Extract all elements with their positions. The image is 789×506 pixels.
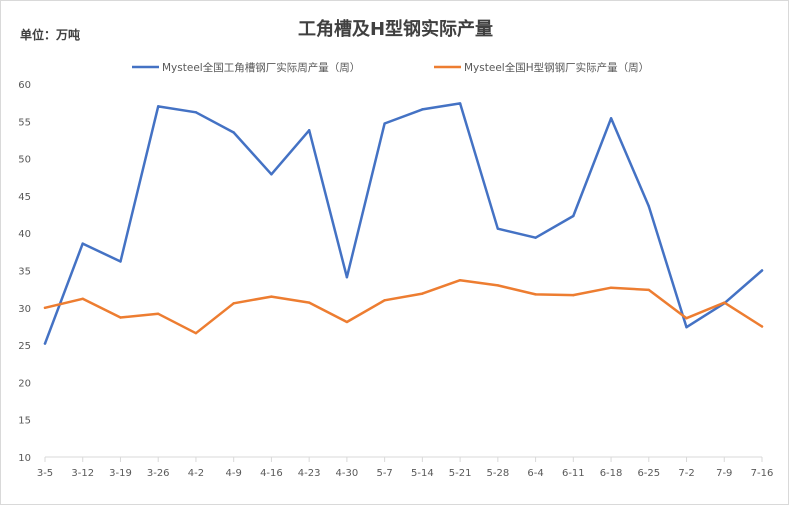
x-tick-label: 7-2 [678, 468, 694, 479]
data-point [572, 293, 575, 297]
x-tick-label: 5-14 [411, 468, 434, 479]
y-tick-label: 50 [18, 155, 31, 166]
series-line [43, 278, 764, 335]
x-tick-label: 5-21 [449, 468, 472, 479]
x-tick-label: 6-25 [637, 468, 660, 479]
legend-group: Mysteel全国工角槽钢厂实际周产量（周） Mysteel全国H型钢钢厂实际产量… [132, 61, 649, 74]
data-point [157, 105, 160, 108]
x-tick-label: 7-16 [751, 468, 774, 479]
data-point [458, 102, 462, 105]
x-tick-label: 6-11 [562, 468, 585, 479]
data-point [81, 297, 84, 301]
data-point [609, 117, 613, 120]
data-point [421, 292, 424, 295]
data-point [345, 320, 349, 324]
x-tick-label: 4-2 [188, 468, 204, 479]
chart-title: 工角槽及H型钢实际产量 [297, 19, 494, 40]
y-tick-label: 40 [18, 229, 31, 240]
data-point [723, 301, 726, 304]
data-point [232, 131, 235, 134]
y-tick-label: 60 [18, 80, 31, 91]
data-point [534, 293, 537, 296]
data-point [572, 214, 575, 218]
y-tick-label: 45 [18, 192, 31, 203]
y-tick-label: 30 [18, 304, 31, 315]
x-tick-label: 4-23 [298, 468, 321, 479]
data-point [194, 111, 198, 114]
data-point [760, 269, 764, 272]
y-tick-label: 15 [18, 416, 31, 427]
data-point [43, 306, 47, 309]
series-group [43, 102, 764, 345]
data-point [421, 108, 424, 111]
data-point [119, 316, 122, 319]
data-point [685, 317, 688, 320]
data-point [760, 325, 764, 328]
series-line [43, 102, 764, 345]
data-point [534, 236, 537, 239]
data-point [307, 301, 311, 304]
legend-label: Mysteel全国工角槽钢厂实际周产量（周） [162, 61, 360, 74]
data-point [383, 299, 386, 302]
data-point [496, 284, 500, 287]
data-point [647, 205, 650, 208]
data-point [43, 342, 47, 345]
unit-label: 单位：万吨 [20, 28, 81, 42]
data-point [157, 312, 160, 315]
data-point [119, 260, 122, 263]
x-tick-label: 6-4 [527, 468, 543, 479]
x-tick-label: 4-16 [260, 468, 283, 479]
x-tick-label: 3-19 [109, 468, 132, 479]
data-point [496, 227, 500, 230]
x-tick-label: 5-7 [376, 468, 392, 479]
data-point [270, 295, 273, 298]
y-tick-label: 25 [18, 341, 31, 352]
x-tick-label: 3-12 [71, 468, 94, 479]
x-tick-label: 6-18 [600, 468, 623, 479]
x-tick-label: 3-26 [147, 468, 170, 479]
x-tick-label: 5-28 [486, 468, 509, 479]
x-tick-label: 4-9 [226, 468, 242, 479]
x-tick-label: 4-30 [336, 468, 359, 479]
data-point [232, 302, 235, 305]
y-tick-label: 20 [18, 378, 31, 389]
data-point [647, 288, 650, 292]
data-point [345, 276, 349, 279]
y-tick-label: 35 [18, 267, 31, 278]
data-point [307, 129, 311, 132]
y-tick-label: 10 [18, 453, 31, 464]
x-tick-label: 7-9 [716, 468, 732, 479]
data-point [194, 331, 198, 335]
x-tick-label: 3-5 [37, 468, 53, 479]
data-point [270, 173, 273, 176]
data-point [458, 278, 462, 282]
data-point [383, 122, 386, 125]
data-point [685, 325, 688, 329]
data-point [609, 286, 613, 289]
axes-group: 10 15 20 25 30 35 40 45 50 55 60 3-5 3-12 3-19 3-26 4-2… [18, 80, 773, 479]
data-point [81, 242, 84, 245]
legend-label: Mysteel全国H型钢钢厂实际产量（周） [464, 61, 649, 74]
y-tick-label: 55 [18, 117, 31, 128]
